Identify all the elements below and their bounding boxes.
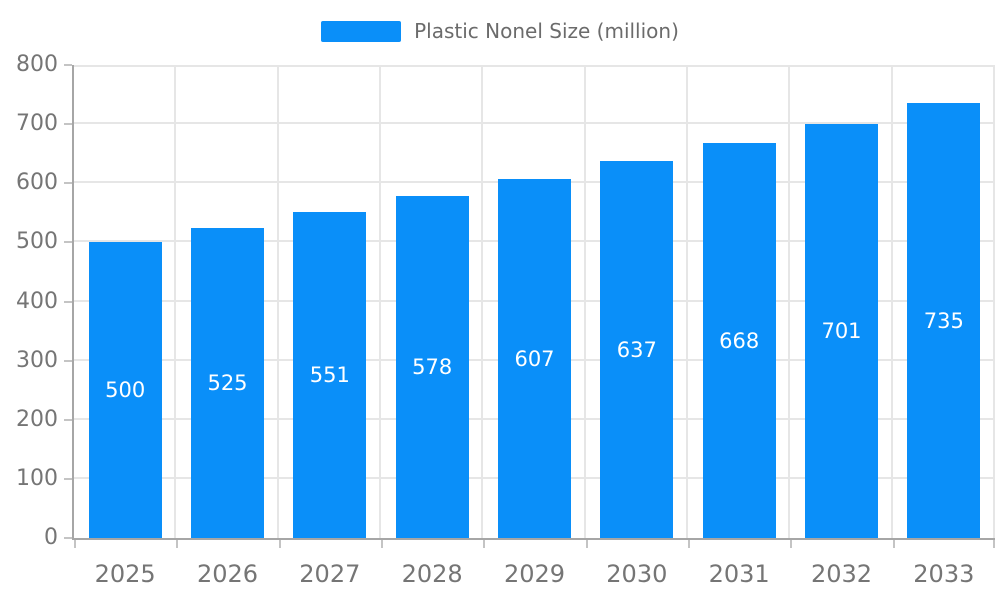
x-axis-labels: 2025 2026 2027 2028 2029 2030 2031 2032 2033 <box>74 562 995 590</box>
y-axis-tick-label: 500 <box>16 229 58 255</box>
y-axis-tick-label: 400 <box>16 288 58 314</box>
y-axis-tick-label: 0 <box>44 525 58 550</box>
x-axis-tick-label: 2027 <box>299 560 361 588</box>
x-axis-tick <box>688 540 690 548</box>
y-axis-tick <box>64 359 72 362</box>
x-axis-tick-label: 2031 <box>708 560 770 588</box>
legend[interactable]: Plastic Nonel Size (million) <box>0 19 1000 43</box>
y-axis-tick <box>64 64 72 66</box>
vertical-gridline <box>788 65 791 538</box>
bar-value-label: 668 <box>719 328 760 353</box>
y-axis-tick-label: 300 <box>16 347 58 373</box>
vertical-gridline <box>583 65 586 538</box>
bar-2028[interactable]: 578 <box>395 196 469 538</box>
bar-value-label: 735 <box>923 308 964 333</box>
y-axis-tick <box>64 182 72 185</box>
vertical-gridline <box>686 65 688 538</box>
bar-2027[interactable]: 551 <box>293 212 367 538</box>
bar-value-label: 500 <box>105 378 146 403</box>
y-axis-tick-label: 200 <box>16 406 58 432</box>
vertical-gridline <box>481 65 484 538</box>
horizontal-gridline <box>74 122 995 125</box>
x-axis-tick <box>381 540 383 548</box>
legend-swatch-icon <box>321 20 402 42</box>
bar-2033[interactable]: 735 <box>907 103 981 538</box>
bar-value-label: 607 <box>514 346 555 371</box>
y-axis-tick <box>64 418 72 421</box>
x-axis-tick-label: 2026 <box>196 560 259 588</box>
bar-2025[interactable]: 500 <box>88 242 162 538</box>
x-axis-tick-label: 2033 <box>913 560 975 588</box>
bar-value-label: 701 <box>821 318 862 343</box>
bar-value-label: 637 <box>616 337 657 362</box>
y-axis-tick-label: 800 <box>16 52 58 77</box>
plot-area: 500 525 551 578 607 637 668 701 735 <box>64 64 995 548</box>
y-axis-tick-label: 600 <box>16 170 58 196</box>
bar-value-label: 578 <box>412 355 453 380</box>
x-axis-tick <box>74 540 76 548</box>
y-axis-tick <box>64 241 72 244</box>
y-axis-tick <box>64 300 72 303</box>
vertical-gridline <box>174 65 177 538</box>
y-axis-labels: 0 100 200 300 400 500 600 700 800 <box>0 54 58 549</box>
x-axis-tick-label: 2029 <box>503 560 566 588</box>
x-axis-tick <box>278 540 281 548</box>
x-axis-tick <box>585 540 588 548</box>
x-axis-tick-label: 2032 <box>810 560 873 588</box>
bar-2029[interactable]: 607 <box>498 179 571 538</box>
x-axis-tick <box>790 540 793 548</box>
y-axis-tick-label: 100 <box>16 465 58 491</box>
vertical-gridline <box>993 65 995 538</box>
bar-2031[interactable]: 668 <box>702 143 776 538</box>
x-axis-tick <box>483 540 486 548</box>
vertical-gridline <box>276 65 279 538</box>
x-axis-tick-label: 2025 <box>94 560 156 588</box>
horizontal-gridline <box>74 65 995 67</box>
bar-value-label: 551 <box>309 363 350 388</box>
y-axis-tick <box>64 123 72 126</box>
legend-label: Plastic Nonel Size (million) <box>414 19 679 43</box>
bar-2030[interactable]: 637 <box>600 161 674 538</box>
bar-2026[interactable]: 525 <box>191 227 264 538</box>
y-axis-tick-label: 700 <box>16 111 58 137</box>
y-axis-tick <box>64 537 72 539</box>
bar-value-label: 525 <box>207 370 248 395</box>
x-axis-tick <box>993 540 995 548</box>
x-axis-tick-label: 2028 <box>401 560 463 588</box>
x-axis-tick-label: 2030 <box>606 560 668 588</box>
vertical-gridline <box>379 65 381 538</box>
x-axis-tick <box>892 540 895 548</box>
y-axis-tick <box>64 477 72 480</box>
vertical-gridline <box>890 65 893 538</box>
bar-2032[interactable]: 701 <box>805 123 878 538</box>
x-axis-tick <box>176 540 179 548</box>
